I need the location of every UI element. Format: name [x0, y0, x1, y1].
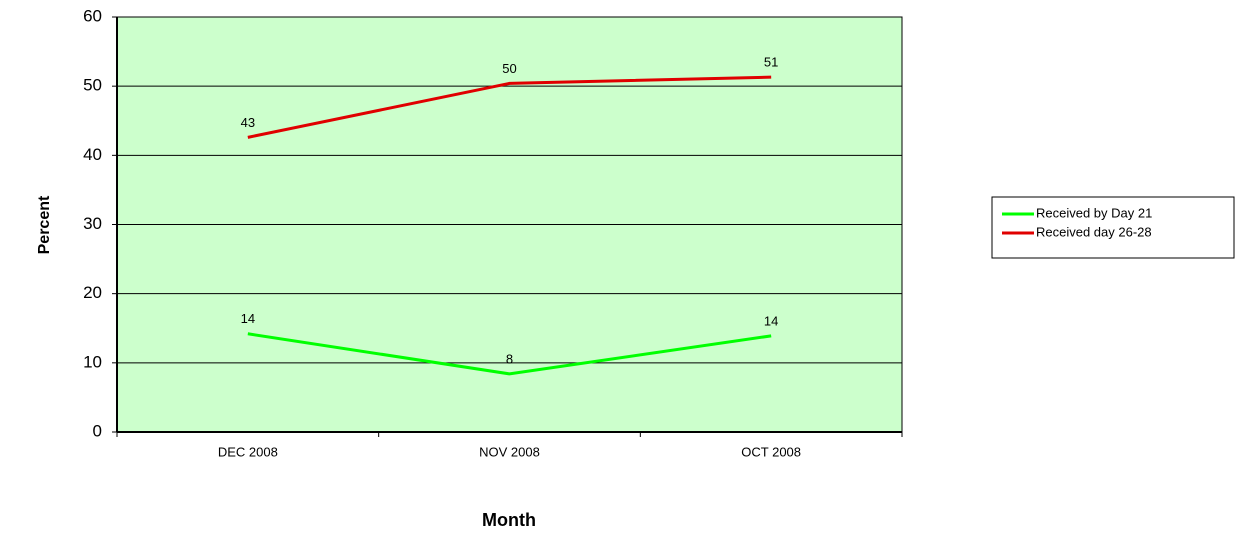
data-label: 14: [241, 311, 255, 326]
data-label: 8: [506, 351, 513, 366]
data-label: 50: [502, 61, 516, 76]
x-axis-label: Month: [482, 510, 536, 530]
x-tick-label: NOV 2008: [479, 444, 540, 459]
legend-label: Received day 26-28: [1036, 224, 1152, 239]
data-label: 51: [764, 55, 778, 70]
y-tick-label: 40: [83, 145, 102, 164]
x-tick-label: OCT 2008: [741, 444, 801, 459]
y-tick-label: 0: [93, 421, 102, 440]
x-tick-label: DEC 2008: [218, 444, 278, 459]
y-tick-label: 60: [83, 6, 102, 25]
y-tick-label: 30: [83, 214, 102, 233]
y-tick-label: 50: [83, 76, 102, 95]
data-label: 14: [764, 313, 778, 328]
data-label: 43: [241, 115, 255, 130]
line-series: [247, 75, 772, 139]
y-tick-label: 10: [83, 352, 102, 371]
legend-label: Received by Day 21: [1036, 205, 1152, 220]
legend-box: [991, 196, 1235, 259]
y-axis-label: Percent: [36, 195, 53, 254]
y-tick-label: 20: [83, 283, 102, 302]
line-series: [247, 332, 772, 376]
